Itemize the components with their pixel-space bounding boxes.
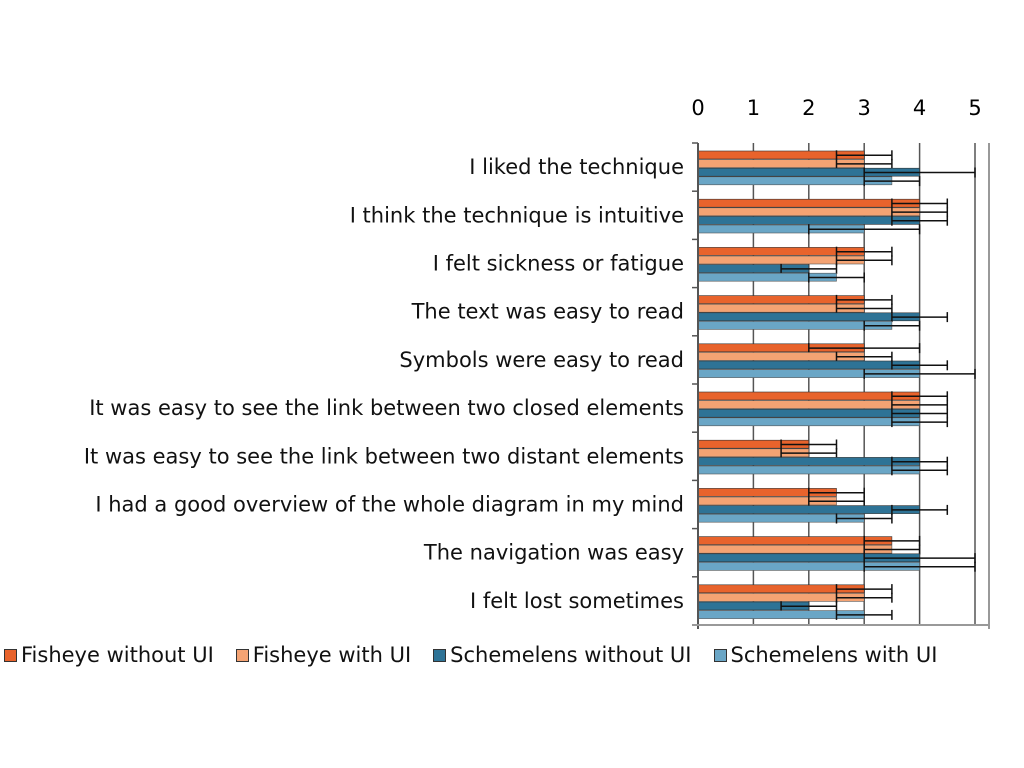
category-label: I had a good overview of the whole diagr…	[95, 493, 684, 517]
bar	[697, 400, 920, 409]
legend-label: Fisheye without UI	[21, 643, 214, 667]
category-label: I think the technique is intuitive	[350, 203, 684, 227]
bar	[697, 465, 920, 475]
category-label: It was easy to see the link between two …	[89, 396, 684, 420]
category-label: I felt sickness or fatigue	[433, 252, 684, 276]
bar	[697, 544, 893, 554]
x-tick-label: 0	[691, 96, 704, 120]
legend-item-fisheye-without-ui: Fisheye without UI	[4, 643, 214, 667]
legend-label: Fisheye with UI	[252, 643, 412, 667]
legend-item-schemelens-with-ui: Schemelens with UI	[713, 643, 938, 667]
legend-label: Schemelens with UI	[730, 643, 938, 667]
x-tick-label: 4	[913, 96, 926, 120]
bar	[697, 312, 920, 322]
bar	[697, 216, 920, 225]
bar	[697, 505, 920, 514]
category-label: I liked the technique	[469, 155, 684, 179]
bar	[697, 176, 893, 186]
legend-swatch	[235, 648, 249, 662]
bar	[697, 457, 920, 466]
legend-swatch	[4, 648, 17, 662]
category-label: The text was easy to read	[411, 300, 684, 324]
bar	[697, 321, 893, 330]
category-label: It was easy to see the link between two …	[84, 444, 684, 468]
x-tick-label: 3	[858, 96, 871, 120]
legend-label: Schemelens without UI	[450, 643, 692, 667]
legend-swatch	[433, 648, 447, 662]
category-label: The navigation was easy	[423, 541, 684, 565]
legend: Fisheye without UI Fisheye with UI Schem…	[4, 640, 1020, 670]
x-tick-label: 5	[968, 96, 981, 120]
bar	[697, 536, 893, 545]
bar	[697, 408, 920, 418]
bar	[697, 391, 920, 401]
legend-swatch	[713, 648, 727, 662]
bar	[697, 198, 920, 208]
x-tick-label: 2	[802, 96, 815, 120]
bar-chart: 0 1 2 3 4 5 I liked the technique I think the t…	[84, 96, 991, 629]
bar	[697, 417, 920, 427]
x-tick-label: 1	[747, 96, 760, 120]
bar	[697, 360, 920, 370]
category-label: I felt lost sometimes	[470, 589, 684, 613]
legend-item-schemelens-without-ui: Schemelens without UI	[433, 643, 692, 667]
legend-item-fisheye-with-ui: Fisheye with UI	[235, 643, 412, 667]
bar	[697, 207, 920, 217]
category-label: Symbols were easy to read	[399, 348, 684, 372]
